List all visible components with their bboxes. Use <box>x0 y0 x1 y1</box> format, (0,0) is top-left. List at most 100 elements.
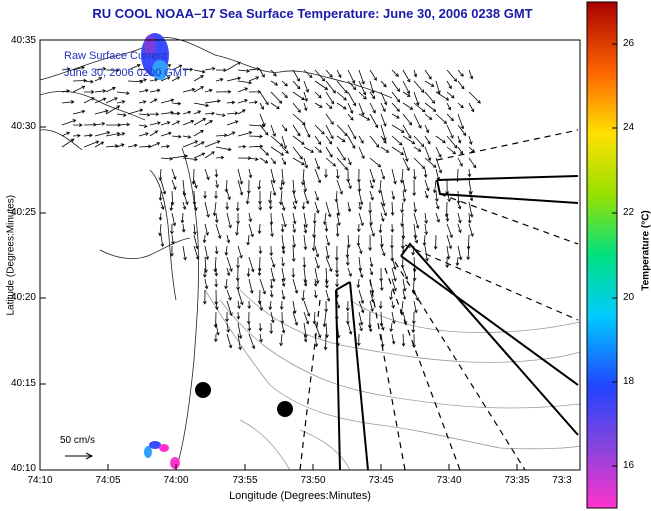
current-vector <box>291 267 296 278</box>
current-vector <box>170 234 175 245</box>
current-vector <box>292 278 299 294</box>
current-vector <box>358 201 362 211</box>
current-vector <box>435 80 441 95</box>
inset-label-current: Raw Surface Current <box>64 50 167 62</box>
current-vector <box>248 89 262 94</box>
current-vector <box>325 113 334 125</box>
current-vector <box>226 61 241 71</box>
current-vector <box>435 212 440 223</box>
current-vector <box>292 234 297 248</box>
current-vector <box>292 124 301 137</box>
current-vector <box>303 300 311 317</box>
current-vector <box>380 212 385 222</box>
current-vector <box>281 256 285 267</box>
current-vector <box>402 190 407 203</box>
current-vector <box>226 100 236 105</box>
current-vector <box>378 179 382 194</box>
current-vector <box>467 168 472 178</box>
current-vector <box>335 278 339 288</box>
current-vector <box>391 333 396 345</box>
current-vector <box>402 267 409 280</box>
current-vector <box>149 112 160 117</box>
current-vector <box>171 76 181 82</box>
current-vector <box>214 191 218 200</box>
current-vector <box>215 133 228 138</box>
current-vector <box>324 267 329 285</box>
current-vector <box>237 322 243 340</box>
current-vector <box>378 300 383 310</box>
inset-label-time: June 30, 2006 0200 GMT <box>64 67 189 79</box>
current-vector <box>61 131 71 137</box>
current-vector <box>226 234 231 244</box>
current-vector <box>457 201 462 210</box>
current-vector <box>160 98 175 104</box>
y-tick-label: 40:25 <box>10 207 36 218</box>
current-vector <box>204 88 213 93</box>
current-vector <box>314 80 329 90</box>
current-vector <box>336 212 341 227</box>
current-vector <box>422 234 427 247</box>
current-vector <box>347 322 353 335</box>
current-vector <box>424 245 429 262</box>
scale-label: 50 cm/s <box>60 435 96 446</box>
current-vector <box>226 256 233 272</box>
current-vector <box>116 100 126 104</box>
transect-lines <box>299 129 579 471</box>
current-vector <box>358 146 365 160</box>
current-vector <box>149 130 159 137</box>
current-vector <box>369 267 374 276</box>
current-vector <box>149 98 158 104</box>
current-vector <box>325 102 333 110</box>
current-vector <box>292 102 301 113</box>
current-vector <box>258 191 262 205</box>
current-vector <box>281 91 288 99</box>
map-title: RU COOL NOAA–17 Sea Surface Temperature:… <box>92 6 533 21</box>
current-vector <box>204 111 215 116</box>
current-vector <box>270 135 284 147</box>
current-vector <box>182 201 187 210</box>
current-vector <box>292 91 305 101</box>
current-vector <box>358 311 364 326</box>
current-vector <box>323 212 327 226</box>
current-vector <box>391 300 395 309</box>
current-vector <box>292 311 299 326</box>
current-vector <box>369 223 375 237</box>
current-vector <box>269 212 274 226</box>
y-axis-label: Latitude (Degrees:Minutes) <box>5 194 17 316</box>
current-vector <box>424 157 437 168</box>
current-vector <box>83 90 95 94</box>
current-vector <box>423 168 428 178</box>
current-vector <box>182 110 192 115</box>
current-vector <box>257 289 262 305</box>
current-vector <box>303 179 308 193</box>
current-vector <box>391 124 405 133</box>
current-vector <box>279 179 284 191</box>
current-vector <box>325 135 333 145</box>
current-vector <box>204 140 221 148</box>
current-vector <box>116 143 125 148</box>
current-vector <box>402 69 411 83</box>
current-vector <box>237 179 244 196</box>
current-vector <box>446 234 453 250</box>
current-vector <box>347 179 352 190</box>
current-vector <box>314 256 320 269</box>
current-vector <box>180 212 185 224</box>
current-vector <box>269 322 274 335</box>
current-vector <box>270 157 276 165</box>
current-vector <box>424 212 428 224</box>
current-vector <box>212 201 217 217</box>
current-vector <box>158 168 163 181</box>
current-vector <box>237 289 244 306</box>
current-vector <box>248 124 266 128</box>
current-vector <box>369 91 376 100</box>
current-vector <box>235 201 240 212</box>
current-vector <box>204 245 210 261</box>
current-vector <box>204 120 213 126</box>
current-vector <box>169 201 174 212</box>
current-vector <box>225 201 230 210</box>
current-vector <box>215 223 222 240</box>
current-vector <box>314 146 322 153</box>
x-tick-label: 74:00 <box>163 475 189 486</box>
current-vector <box>311 234 316 252</box>
current-vector <box>281 146 289 154</box>
